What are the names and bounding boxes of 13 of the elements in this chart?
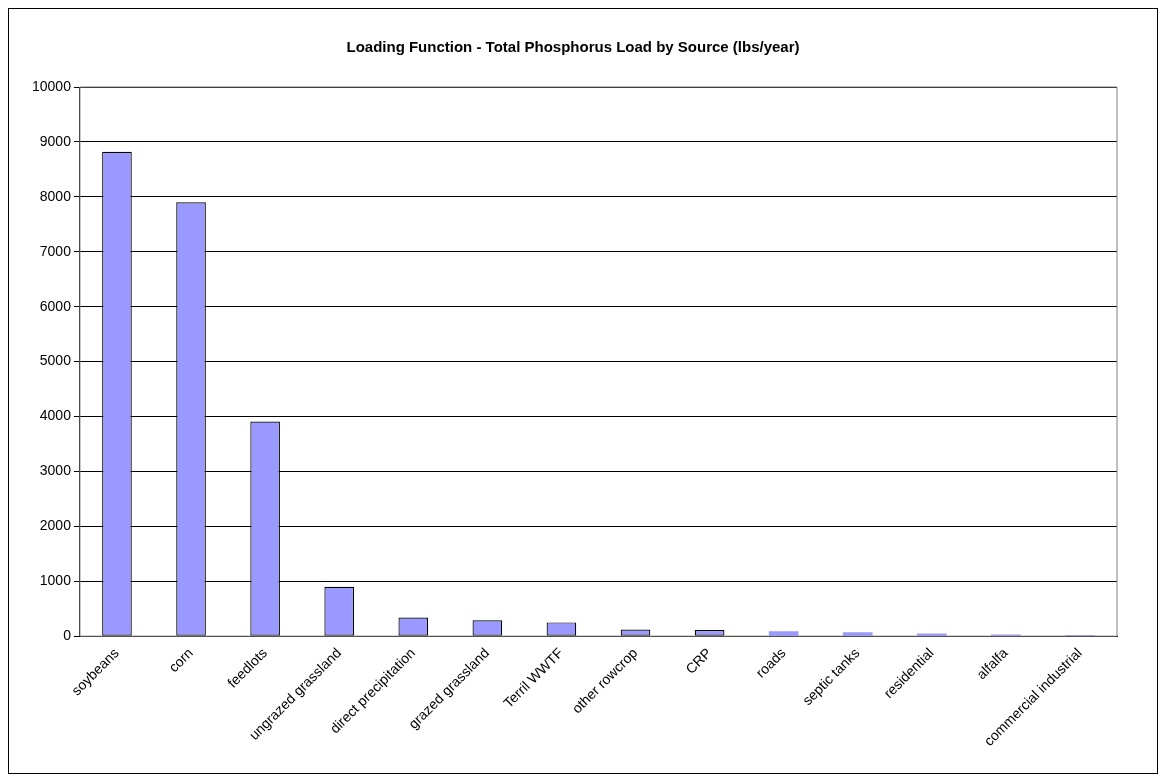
- y-tick-label: 4000: [39, 407, 72, 424]
- y-tick-label: 2000: [39, 517, 72, 534]
- y-tick-label: 8000: [39, 187, 72, 204]
- y-tick-label: 6000: [39, 297, 72, 314]
- x-tick-label: corn: [165, 644, 196, 676]
- chart-title: Loading Function - Total Phosphorus Load by Source (lbs/year): [346, 38, 800, 56]
- y-tick-label: 10000: [31, 77, 72, 94]
- y-tick-label: 3000: [39, 462, 72, 479]
- y-tick-label: 1000: [39, 572, 72, 589]
- y-tick-label: 9000: [39, 132, 72, 149]
- y-tick-label: 7000: [39, 242, 72, 259]
- y-tick-label: 5000: [39, 352, 72, 369]
- y-tick-label: 0: [63, 627, 72, 644]
